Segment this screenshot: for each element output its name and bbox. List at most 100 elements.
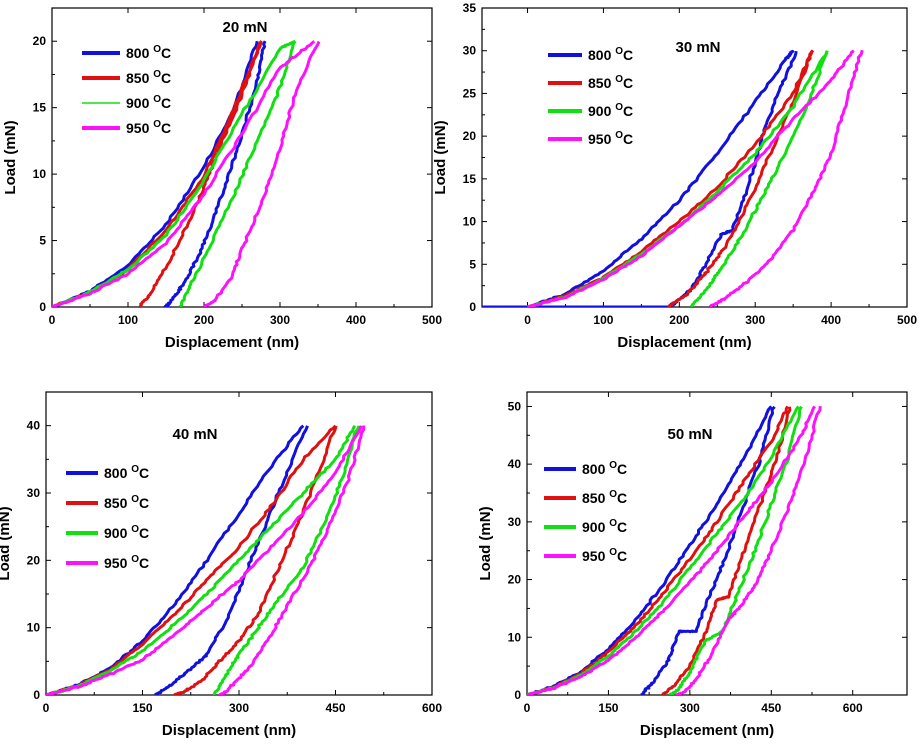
y-tick-label: 30: [508, 515, 522, 529]
y-tick-label: 0: [514, 688, 521, 702]
x-axis-title: Displacement (nm): [640, 722, 774, 739]
series-900-loading: [46, 424, 357, 695]
y-tick-label: 35: [463, 1, 477, 15]
chart-panel-2: 0 100 200 300 400 500 0 5 10 15 20 25 30 35 Displaceme…: [432, 1, 917, 351]
y-tick-label: 40: [508, 457, 522, 471]
y-tick-label: 5: [469, 257, 476, 271]
series-900-unloading: [668, 405, 803, 695]
x-tick-label: 450: [761, 701, 781, 715]
x-tick-label: 500: [422, 313, 442, 327]
x-tick-label: 0: [524, 701, 531, 715]
x-tick-label: 150: [132, 701, 152, 715]
series-900-unloading: [213, 425, 361, 695]
panel-title: 30 mN: [675, 39, 720, 56]
legend: 800 OC 850 OC 900 OC 950 OC: [82, 44, 171, 136]
y-tick-label: 0: [33, 688, 40, 702]
y-axis-title: Load (mN): [0, 506, 13, 580]
x-tick-label: 0: [43, 701, 50, 715]
series-800-loading: [527, 405, 773, 695]
x-tick-label: 300: [270, 313, 290, 327]
series-950-unloading: [202, 40, 321, 307]
x-tick-label: 600: [843, 701, 863, 715]
series-850-loading: [46, 424, 337, 695]
y-tick-label: 30: [463, 44, 477, 58]
x-tick-label: 300: [229, 701, 249, 715]
x-tick-label: 400: [346, 313, 366, 327]
series-900-loading: [527, 50, 829, 307]
legend-label-800: 800 OC: [588, 46, 633, 63]
legend-label-850: 850 OC: [104, 494, 149, 511]
x-tick-label: 0: [49, 313, 56, 327]
series-900-loading: [527, 405, 800, 695]
y-tick-label: 20: [33, 34, 47, 48]
x-tick-label: 450: [325, 701, 345, 715]
series-850-loading: [527, 50, 814, 307]
y-axis-title: Load (mN): [477, 506, 494, 580]
x-tick-label: 0: [524, 313, 531, 327]
x-axis-title: Displacement (nm): [165, 334, 299, 351]
series-900-unloading: [689, 50, 829, 307]
legend-label-950: 950 OC: [126, 119, 171, 136]
x-tick-label: 300: [680, 701, 700, 715]
y-tick-label: 0: [39, 300, 46, 314]
y-tick-label: 10: [27, 621, 41, 635]
legend-label-800: 800 OC: [126, 44, 171, 61]
chart-panel-4: 0 150 300 450 600 0 10 20 30 40 50 Displacement (nm…: [477, 391, 908, 739]
series-group: [46, 424, 366, 695]
series-950-unloading: [218, 425, 366, 695]
series-800-loading: [46, 424, 305, 695]
x-axis-title: Displacement (nm): [162, 722, 296, 739]
series-800-unloading: [154, 425, 309, 695]
legend-label-850: 850 OC: [588, 74, 633, 91]
x-tick-label: 300: [745, 313, 765, 327]
panel-title: 40 mN: [172, 426, 217, 443]
panel-title: 50 mN: [667, 426, 712, 443]
y-axis-title: Load (mN): [2, 120, 19, 194]
y-tick-label: 20: [508, 573, 522, 587]
chart-panel-3: 0 150 300 450 600 0 10 20 30 40 Displacement (nm) L…: [0, 391, 442, 739]
y-tick-label: 0: [469, 300, 476, 314]
legend-label-950: 950 OC: [588, 130, 633, 147]
legend-label-800: 800 OC: [582, 460, 627, 477]
panel-title: 20 mN: [222, 19, 267, 36]
legend: 800 OC 850 OC 900 OC 950 OC: [66, 464, 149, 571]
legend-label-900: 900 OC: [126, 94, 171, 111]
y-tick-label: 25: [463, 86, 477, 100]
y-tick-label: 10: [33, 167, 47, 181]
legend-label-950: 950 OC: [104, 554, 149, 571]
series-group: [482, 49, 864, 307]
x-tick-label: 150: [598, 701, 618, 715]
x-tick-label: 200: [669, 313, 689, 327]
chart-panel-1: 0 100 200 300 400 500 0 5 10 15 20 Displacement (nm…: [2, 7, 442, 351]
series-850-unloading: [667, 49, 815, 307]
y-tick-label: 15: [463, 172, 477, 186]
series-950-loading: [52, 40, 316, 307]
series-900-unloading: [178, 40, 297, 307]
series-900-loading: [52, 39, 296, 307]
x-tick-label: 200: [194, 313, 214, 327]
legend-label-950: 950 OC: [582, 547, 627, 564]
series-850-unloading: [661, 406, 792, 695]
legend: 800 OC 850 OC 900 OC 950 OC: [548, 46, 633, 147]
series-800-loading: [482, 49, 795, 307]
y-tick-label: 40: [27, 419, 41, 433]
legend-label-800: 800 OC: [104, 464, 149, 481]
series-950-unloading: [675, 405, 822, 695]
x-tick-label: 100: [118, 313, 138, 327]
legend-label-850: 850 OC: [126, 69, 171, 86]
y-tick-label: 20: [463, 129, 477, 143]
y-axis-title: Load (mN): [432, 120, 449, 194]
y-tick-label: 15: [33, 101, 47, 115]
y-tick-label: 10: [463, 215, 477, 229]
y-tick-label: 5: [39, 234, 46, 248]
x-tick-label: 100: [593, 313, 613, 327]
plot-frame: [526, 391, 908, 696]
y-tick-label: 20: [27, 553, 41, 567]
x-tick-label: 500: [897, 313, 917, 327]
series-group: [52, 39, 321, 307]
legend-label-900: 900 OC: [588, 102, 633, 119]
series-950-loading: [527, 405, 816, 695]
plot-frame: [45, 391, 433, 696]
series-950-unloading: [708, 49, 864, 307]
